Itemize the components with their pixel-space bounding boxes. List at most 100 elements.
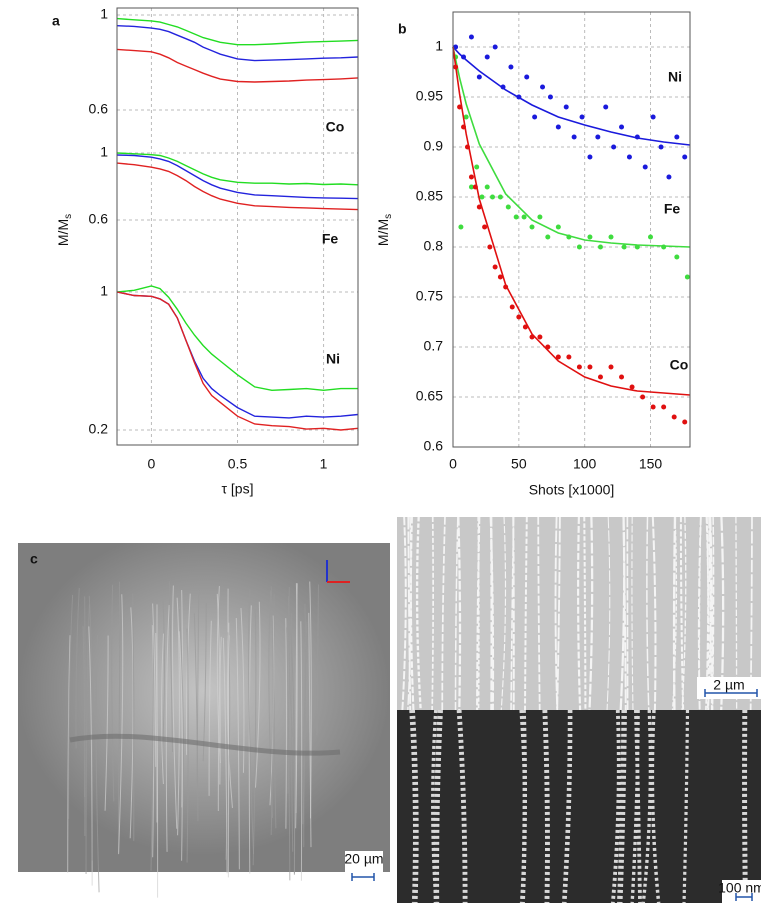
texture xyxy=(228,623,229,878)
scatter-point xyxy=(682,155,687,160)
scatter-point xyxy=(609,365,614,370)
scatter-point xyxy=(469,35,474,40)
scatter-point xyxy=(682,420,687,425)
scatter-point xyxy=(556,125,561,130)
scatter-point xyxy=(482,225,487,230)
scatter-point xyxy=(508,65,513,70)
x-tick-label: 1 xyxy=(320,456,328,472)
y-axis-label: M/Ms xyxy=(375,214,394,246)
scatter-point xyxy=(603,105,608,110)
x-tick-label: 0 xyxy=(449,456,457,472)
scatter-point xyxy=(540,85,545,90)
scale-label: 20 µm xyxy=(344,851,383,867)
scatter-point xyxy=(479,195,484,200)
micrograph-bottom xyxy=(397,710,761,903)
scatter-point xyxy=(516,315,521,320)
scatter-point xyxy=(595,135,600,140)
scatter-point xyxy=(514,215,519,220)
element-label: Co xyxy=(326,119,345,135)
scatter-point xyxy=(493,45,498,50)
x-tick-label: 0.5 xyxy=(228,456,248,472)
scatter-point xyxy=(556,225,561,230)
y-axis-label-main: M/M xyxy=(375,219,391,246)
element-label: Fe xyxy=(664,201,681,217)
scatter-point xyxy=(566,355,571,360)
scatter-point xyxy=(622,245,627,250)
scatter-point xyxy=(537,335,542,340)
scatter-point xyxy=(474,165,479,170)
element-label: Ni xyxy=(326,351,340,367)
panel-label: a xyxy=(52,13,60,29)
y-tick-label: 0.6 xyxy=(89,101,109,117)
scatter-point xyxy=(598,375,603,380)
x-axis-label: τ [ps] xyxy=(222,481,254,497)
scatter-point xyxy=(524,75,529,80)
scatter-point xyxy=(587,365,592,370)
scatter-point xyxy=(577,365,582,370)
scatter-point xyxy=(630,385,635,390)
scale-label: 100 nm xyxy=(718,880,761,896)
scatter-point xyxy=(661,405,666,410)
panel-label: b xyxy=(398,21,407,37)
element-label: Co xyxy=(670,357,689,373)
scatter-point xyxy=(532,115,537,120)
y-tick-label: 1 xyxy=(100,144,108,160)
y-tick-label: 1 xyxy=(435,38,443,54)
y-tick-label: 1 xyxy=(100,6,108,22)
y-tick-label: 0.85 xyxy=(416,188,443,204)
y-tick-label: 0.75 xyxy=(416,288,443,304)
fit-line xyxy=(453,47,690,395)
scatter-point xyxy=(493,265,498,270)
y-tick-label: 0.6 xyxy=(89,211,109,227)
scatter-point xyxy=(651,405,656,410)
scatter-point xyxy=(458,225,463,230)
scatter-point xyxy=(587,235,592,240)
element-label: Fe xyxy=(322,231,339,247)
data-line xyxy=(117,49,358,82)
y-tick-label: 0.9 xyxy=(424,138,444,154)
scatter-point xyxy=(648,235,653,240)
scatter-point xyxy=(580,115,585,120)
scatter-point xyxy=(640,395,645,400)
y-tick-label: 1 xyxy=(100,283,108,299)
scatter-point xyxy=(674,135,679,140)
y-tick-label: 0.65 xyxy=(416,388,443,404)
scatter-point xyxy=(490,195,495,200)
scatter-point xyxy=(548,95,553,100)
scatter-point xyxy=(577,245,582,250)
scatter-point xyxy=(651,115,656,120)
texture xyxy=(119,582,120,749)
y-tick-label: 0.8 xyxy=(424,238,444,254)
data-line xyxy=(117,292,358,430)
micrograph-left xyxy=(18,543,390,872)
scatter-point xyxy=(477,75,482,80)
scale-label: 2 µm xyxy=(713,677,744,693)
scatter-point xyxy=(619,125,624,130)
fit-line xyxy=(453,47,690,145)
y-axis-label-sub: s xyxy=(63,214,74,219)
scatter-point xyxy=(666,175,671,180)
scatter-point xyxy=(659,145,664,150)
y-axis-label-main: M/M xyxy=(55,219,71,246)
scatter-point xyxy=(522,215,527,220)
x-tick-label: 50 xyxy=(511,456,527,472)
scatter-point xyxy=(510,305,515,310)
scatter-point xyxy=(485,55,490,60)
scatter-point xyxy=(498,195,503,200)
y-axis-label-sub: s xyxy=(383,214,394,219)
x-axis-label: Shots [x1000] xyxy=(529,482,615,498)
texture xyxy=(513,517,514,710)
scatter-point xyxy=(487,245,492,250)
x-tick-label: 0 xyxy=(148,456,156,472)
scatter-point xyxy=(587,155,592,160)
y-tick-label: 0.6 xyxy=(424,438,444,454)
texture xyxy=(491,517,492,710)
scatter-point xyxy=(537,215,542,220)
data-line xyxy=(117,26,358,61)
scatter-point xyxy=(619,375,624,380)
y-axis-label: M/Ms xyxy=(55,214,74,246)
scatter-point xyxy=(506,205,511,210)
scatter-point xyxy=(643,165,648,170)
scatter-point xyxy=(685,275,690,280)
scatter-point xyxy=(598,245,603,250)
